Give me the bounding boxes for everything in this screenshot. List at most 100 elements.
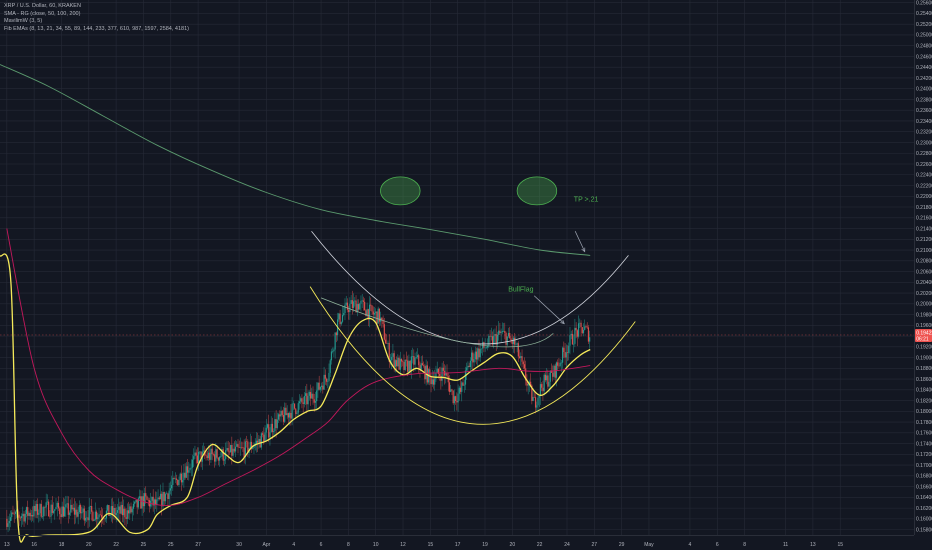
- candle-body: [384, 339, 387, 344]
- candle-body: [12, 512, 14, 514]
- candle-body: [308, 392, 310, 396]
- candle-body: [474, 351, 476, 360]
- candle-body: [178, 479, 180, 486]
- x-tick-label: 12: [400, 542, 406, 548]
- candle-body: [22, 513, 24, 517]
- candle-body: [472, 352, 474, 363]
- candle-body: [500, 332, 502, 334]
- candle-body: [110, 506, 112, 515]
- candle-body: [554, 365, 556, 378]
- candle-body: [132, 503, 135, 509]
- legend-mavilim[interactable]: MavilimW (3, 5): [4, 18, 43, 25]
- candle-body: [290, 412, 292, 419]
- candle-body: [44, 507, 46, 508]
- candle-body: [483, 342, 485, 348]
- candle-body: [243, 447, 245, 458]
- candle-body: [152, 496, 154, 506]
- candle-body: [200, 451, 202, 462]
- legend-symbol[interactable]: XRP / U.S. Dollar, 60, KRAKEN: [4, 3, 81, 9]
- candle-body: [246, 441, 248, 443]
- x-tick-label: Apr: [263, 542, 271, 548]
- candle-body: [396, 360, 398, 367]
- candle-body: [18, 514, 20, 518]
- candle-body: [523, 364, 526, 369]
- candle-body: [285, 407, 287, 416]
- candle-body: [515, 344, 517, 346]
- candle-body: [8, 520, 10, 524]
- left-eye: [380, 176, 421, 206]
- candle-body: [100, 514, 103, 518]
- candle-body: [574, 327, 576, 344]
- candle-body: [11, 512, 13, 518]
- candle-body: [147, 499, 149, 501]
- candle-body: [39, 504, 41, 514]
- candle-body: [410, 356, 412, 371]
- candle-body: [271, 423, 274, 432]
- legend-fib[interactable]: Fib EMAs (8, 13, 21, 34, 55, 89, 144, 23…: [4, 25, 189, 32]
- candle-body: [109, 514, 111, 516]
- candle-body: [45, 502, 47, 508]
- candle-body: [223, 459, 226, 461]
- candle-body: [253, 446, 255, 448]
- x-tick-label: 13: [810, 542, 816, 548]
- candle-body: [493, 335, 495, 345]
- candle-body: [215, 449, 217, 462]
- candle-body: [327, 381, 329, 382]
- candle-body: [544, 374, 546, 381]
- candle-body: [367, 309, 369, 320]
- candle-body: [220, 456, 222, 457]
- candle-body: [445, 372, 447, 376]
- candle-body: [291, 403, 293, 419]
- candle-body: [167, 493, 169, 499]
- x-tick-label: 22: [537, 542, 543, 548]
- candle-body: [346, 302, 349, 310]
- candle-body: [135, 500, 137, 502]
- candle-body: [163, 491, 165, 502]
- candle-body: [372, 311, 374, 315]
- candle-body: [72, 507, 74, 510]
- candle-body: [297, 403, 299, 413]
- candle-body: [333, 349, 335, 352]
- candle-body: [463, 384, 465, 386]
- candle-body: [564, 352, 566, 358]
- candle-body: [421, 363, 424, 366]
- candle-body: [140, 496, 142, 509]
- fib-ema-line: [0, 64, 591, 256]
- candle-body: [566, 352, 569, 353]
- candle-body: [366, 309, 368, 317]
- candle-body: [6, 518, 8, 527]
- candle-body: [286, 413, 288, 416]
- candle-body: [468, 365, 470, 367]
- candle-body: [193, 456, 195, 460]
- candle-body: [305, 393, 307, 396]
- legend-smma[interactable]: SMA - RG (close, 50, 100, 200): [4, 10, 81, 17]
- candle-body: [518, 356, 521, 358]
- candle-body: [394, 360, 396, 367]
- candle-body: [498, 330, 500, 335]
- candle-body: [306, 393, 308, 405]
- candle-body: [293, 403, 296, 409]
- candle-body: [370, 304, 372, 306]
- candle-body: [92, 511, 94, 521]
- candle-body: [355, 300, 357, 313]
- candle-body: [131, 508, 133, 513]
- candle-body: [46, 501, 49, 503]
- candle-body: [7, 523, 9, 527]
- candle-body: [457, 393, 459, 403]
- candle-body: [581, 327, 583, 334]
- candle-body: [441, 367, 443, 381]
- candle-body: [266, 424, 269, 428]
- candle-body: [281, 410, 283, 416]
- x-tick-label: 30: [236, 542, 242, 548]
- candle-body: [141, 496, 143, 509]
- candle-body: [179, 473, 181, 480]
